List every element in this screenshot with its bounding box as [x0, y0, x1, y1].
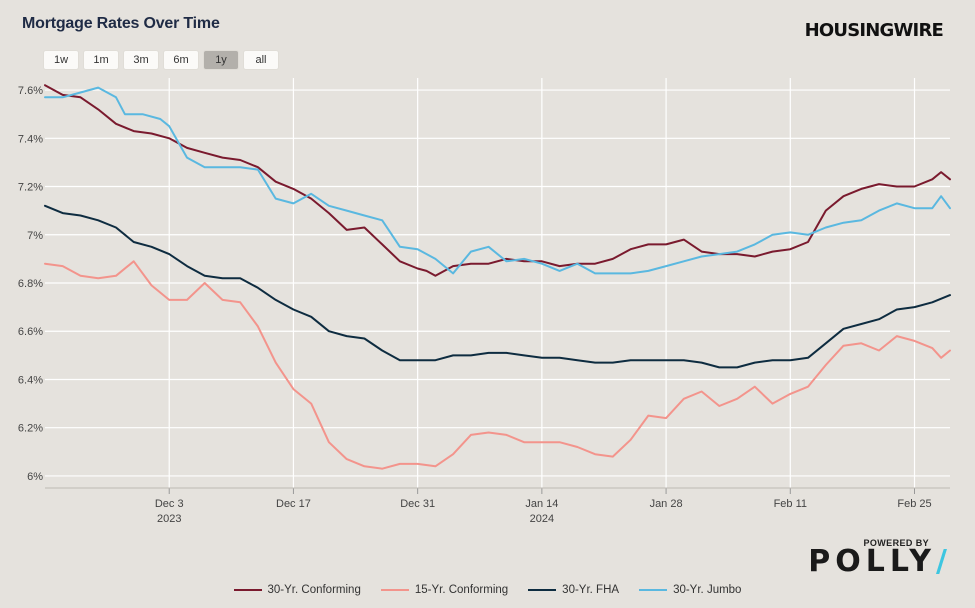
- powered-by-label: POWERED BY: [863, 538, 929, 548]
- series-line-30-yr-conforming: [44, 84, 951, 277]
- x-tick-year-label: 2023: [157, 513, 181, 525]
- y-tick-label: 7.4%: [18, 133, 43, 145]
- series-line-15-yr-conforming: [44, 260, 951, 470]
- legend-swatch-15yr-conforming: [380, 589, 409, 591]
- y-axis-labels: 6% 6.2% 6.4% 6.6% 6.8% 7% 7.2% 7.4% 7.6%: [18, 85, 43, 483]
- legend-item-30yr-jumbo[interactable]: 30-Yr. Jumbo: [639, 584, 741, 596]
- x-tick-label: Jan 14: [525, 498, 558, 510]
- x-tick-label: Dec 17: [276, 498, 311, 510]
- chart-series-lines: [44, 84, 951, 470]
- x-tick-year-label: 2024: [530, 513, 554, 525]
- legend-item-15yr-conforming[interactable]: 15-Yr. Conforming: [380, 584, 509, 596]
- chart-grid: [45, 78, 950, 494]
- range-button-3m[interactable]: 3m: [124, 51, 158, 69]
- legend-swatch-30yr-jumbo: [639, 589, 668, 591]
- series-line-30-yr-fha: [44, 204, 951, 369]
- legend-label: 30-Yr. Jumbo: [673, 584, 742, 596]
- legend-label: 15-Yr. Conforming: [414, 584, 509, 596]
- range-button-6m[interactable]: 6m: [164, 51, 198, 69]
- x-tick-label: Dec 3: [155, 498, 184, 510]
- polly-logo-slash: /: [936, 544, 947, 579]
- y-tick-label: 7%: [27, 230, 43, 242]
- polly-logo: POLLY/: [808, 544, 947, 579]
- range-selector: 1w 1m 3m 6m 1y all: [44, 51, 278, 69]
- legend-swatch-30yr-fha: [528, 589, 557, 591]
- legend-swatch-30yr-conforming: [233, 589, 262, 591]
- legend-item-30yr-fha[interactable]: 30-Yr. FHA: [528, 584, 619, 596]
- series-line-30-yr-jumbo: [44, 86, 951, 275]
- range-button-1y[interactable]: 1y: [204, 51, 238, 69]
- x-tick-label: Dec 31: [400, 498, 435, 510]
- y-tick-label: 6.4%: [18, 374, 43, 386]
- legend-item-30yr-conforming[interactable]: 30-Yr. Conforming: [233, 584, 361, 596]
- range-button-all[interactable]: all: [244, 51, 278, 69]
- y-tick-label: 7.2%: [18, 182, 43, 194]
- range-button-1w[interactable]: 1w: [44, 51, 78, 69]
- y-tick-label: 6.2%: [18, 423, 43, 435]
- y-tick-label: 7.6%: [18, 85, 43, 97]
- y-tick-label: 6.8%: [18, 278, 43, 290]
- x-tick-label: Feb 25: [897, 498, 931, 510]
- range-button-1m[interactable]: 1m: [84, 51, 118, 69]
- chart-title: Mortgage Rates Over Time: [22, 15, 220, 32]
- legend-label: 30-Yr. Conforming: [267, 584, 361, 596]
- y-tick-label: 6.6%: [18, 326, 43, 338]
- x-tick-label: Feb 11: [774, 498, 807, 510]
- legend-label: 30-Yr. FHA: [562, 584, 620, 596]
- housingwire-logo: HOUSINGWIRE: [804, 20, 944, 41]
- polly-logo-text: POLLY: [808, 544, 937, 579]
- x-tick-label: Jan 28: [650, 498, 683, 510]
- chart-legend: 30-Yr. Conforming 15-Yr. Conforming 30-Y…: [0, 584, 975, 596]
- x-axis-labels: Dec 3 2023 Dec 17 Dec 31 Jan 14 2024 Jan 28 Feb…: [155, 498, 932, 525]
- y-tick-label: 6%: [27, 471, 43, 483]
